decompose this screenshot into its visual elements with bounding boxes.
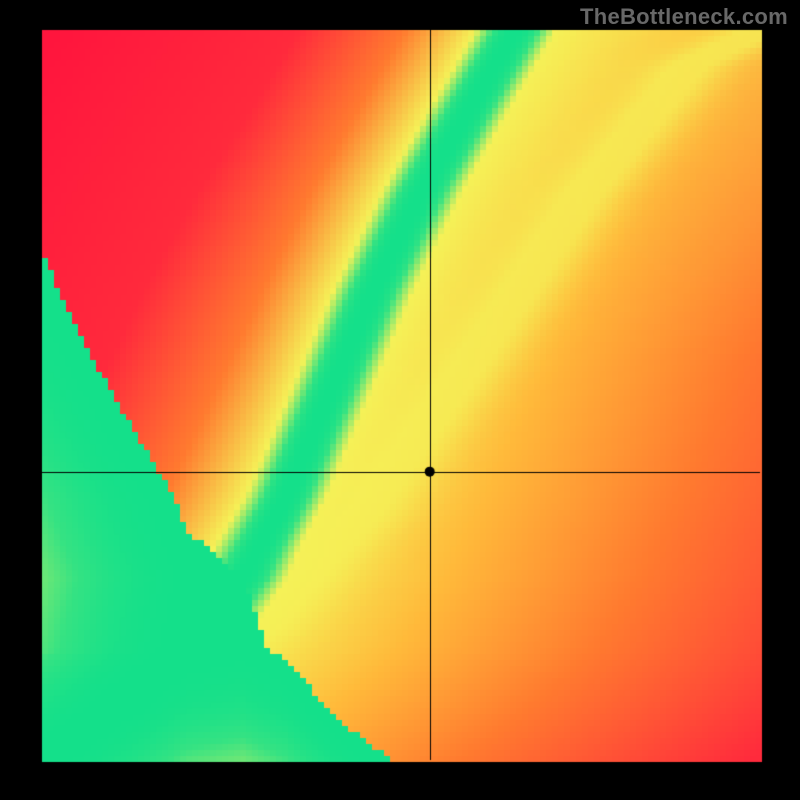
heatmap-canvas (0, 0, 800, 800)
watermark-text: TheBottleneck.com (580, 4, 788, 30)
chart-container: TheBottleneck.com (0, 0, 800, 800)
